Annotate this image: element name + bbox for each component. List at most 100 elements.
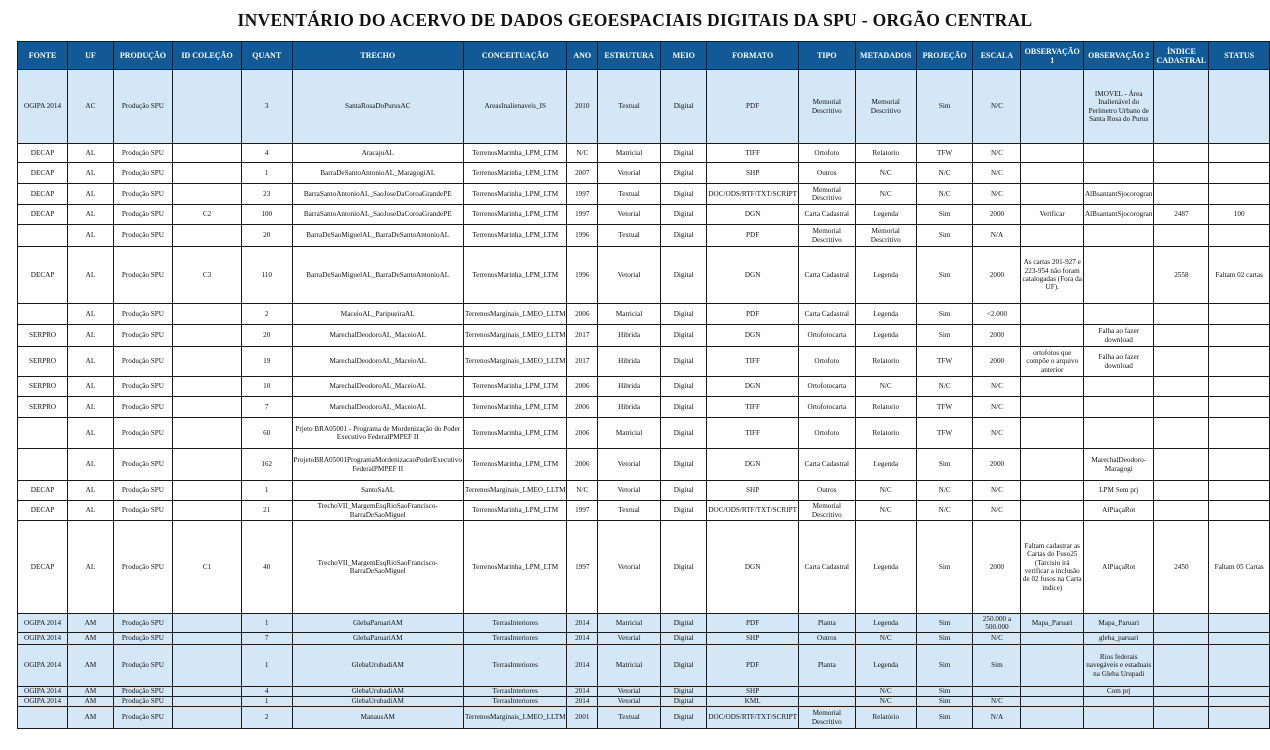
cell--ndice-cadastral: 2487 bbox=[1153, 204, 1210, 225]
cell-id-cole-o bbox=[172, 696, 242, 707]
cell-metadados: Legenda bbox=[854, 644, 917, 687]
cell-observa-o-1: Faltam cadastrar as Cartas do Fuso25 (Ta… bbox=[1020, 520, 1084, 614]
column-header: QUANT bbox=[240, 41, 293, 70]
cell-observa-o-2 bbox=[1082, 303, 1155, 325]
cell-id-cole-o: C2 bbox=[172, 204, 242, 225]
cell-quant: 23 bbox=[240, 183, 293, 205]
cell--ndice-cadastral bbox=[1153, 183, 1210, 205]
cell-meio: Digital bbox=[660, 162, 708, 184]
cell-fonte: OGIPA 2014 bbox=[16, 613, 69, 633]
cell-observa-o-2: MarechalDeodoro-Maragogi bbox=[1082, 448, 1155, 481]
cell-metadados: Relatorio bbox=[854, 346, 917, 377]
cell-formato: DGN bbox=[706, 204, 799, 225]
cell-conceitua-o: TerrenosMarinha_LPM_LTM bbox=[462, 246, 568, 304]
cell-conceitua-o: TerrenosMarinha_LPM_LTM bbox=[462, 448, 568, 481]
cell-ano: 2014 bbox=[566, 632, 599, 645]
table-row: SERPRO AL Produção SPU 19 MarechalDeodoroAL_… bbox=[16, 346, 1270, 377]
cell-observa-o-1: Mapa_Paruari bbox=[1020, 613, 1084, 633]
cell--ndice-cadastral bbox=[1153, 376, 1210, 397]
cell-status bbox=[1208, 696, 1270, 707]
cell-tipo: Carta Cadastral bbox=[797, 204, 856, 225]
cell-meio: Digital bbox=[660, 303, 708, 325]
cell-escala: 2000 bbox=[972, 204, 1022, 225]
cell-status bbox=[1208, 143, 1270, 163]
cell-fonte: DECAP bbox=[16, 204, 69, 225]
cell-quant: 4 bbox=[240, 686, 293, 697]
cell-tipo: Ortofoto bbox=[797, 417, 856, 449]
cell-produ-o: Produção SPU bbox=[112, 303, 174, 325]
cell-tipo: Memorial Descritivo bbox=[797, 706, 856, 729]
cell-formato: TIFF bbox=[706, 417, 799, 449]
cell-trecho: BarraDeSaoMiguelAL_BarraDeSantoAntonioAL bbox=[291, 246, 464, 304]
cell-observa-o-1 bbox=[1020, 500, 1084, 521]
cell-metadados: Legenda bbox=[854, 303, 917, 325]
cell-observa-o-1 bbox=[1020, 224, 1084, 247]
cell-quant: 1 bbox=[240, 162, 293, 184]
header-row: FONTE UF PRODUÇÃO ID COLEÇÃO QUANT TRECHO CONC… bbox=[16, 41, 1270, 70]
cell-status bbox=[1208, 376, 1270, 397]
cell-conceitua-o: TerrasInteriores bbox=[462, 696, 568, 707]
cell-observa-o-2 bbox=[1082, 696, 1155, 707]
cell-conceitua-o: TerrenosMarinha_LPM_LTM bbox=[462, 500, 568, 521]
cell-estrutura: Matricial bbox=[597, 417, 662, 449]
cell-ano: 1996 bbox=[566, 224, 599, 247]
cell-tipo: Carta Cadastral bbox=[797, 303, 856, 325]
table-row: OGIPA 2014 AM Produção SPU 1 GlebaUrubadiAM T… bbox=[16, 644, 1270, 687]
cell-quant: 100 bbox=[240, 204, 293, 225]
cell-ano: 2017 bbox=[566, 324, 599, 347]
cell-escala: N/C bbox=[972, 696, 1022, 707]
cell-observa-o-2: Rios federais navegáveis e estaduais na … bbox=[1082, 644, 1155, 687]
cell-fonte: DECAP bbox=[16, 162, 69, 184]
column-header: PROJEÇÃO bbox=[915, 41, 974, 70]
cell-proje-o: TFW bbox=[915, 417, 974, 449]
cell-tipo: Ortofotocarta bbox=[797, 396, 856, 418]
cell-meio: Digital bbox=[660, 448, 708, 481]
cell--ndice-cadastral bbox=[1153, 644, 1210, 687]
cell-proje-o: N/C bbox=[915, 162, 974, 184]
cell-proje-o: N/C bbox=[915, 500, 974, 521]
column-header: UF bbox=[67, 41, 114, 70]
cell-observa-o-1: Verificar bbox=[1020, 204, 1084, 225]
cell-estrutura: Matricial bbox=[597, 644, 662, 687]
cell-proje-o: Sim bbox=[915, 706, 974, 729]
cell-escala: N/C bbox=[972, 396, 1022, 418]
cell-proje-o: Sim bbox=[915, 696, 974, 707]
cell-trecho: BarraSantoAntonioAL_SaoJoseDaCoroaGrande… bbox=[291, 204, 464, 225]
cell-escala bbox=[972, 686, 1022, 697]
cell-observa-o-1 bbox=[1020, 480, 1084, 501]
cell-uf: AL bbox=[67, 204, 114, 225]
cell-conceitua-o: TerrasInteriores bbox=[462, 644, 568, 687]
cell-conceitua-o: TerrenosMarginais_LMEO_LLTM bbox=[462, 303, 568, 325]
cell-produ-o: Produção SPU bbox=[112, 706, 174, 729]
cell-formato: DGN bbox=[706, 448, 799, 481]
cell-quant: 4 bbox=[240, 143, 293, 163]
cell-quant: 19 bbox=[240, 346, 293, 377]
cell-id-cole-o bbox=[172, 143, 242, 163]
cell-formato: DOC/ODS/RTF/TXT/SCRIPT bbox=[706, 183, 799, 205]
cell-estrutura: Matricial bbox=[597, 303, 662, 325]
cell-quant: 110 bbox=[240, 246, 293, 304]
cell-escala: 250.000 a 500.000 bbox=[972, 613, 1022, 633]
cell-fonte: OGIPA 2014 bbox=[16, 69, 69, 144]
cell-ano: 2006 bbox=[566, 396, 599, 418]
cell-estrutura: Textual bbox=[597, 183, 662, 205]
cell-trecho: AracajuAL bbox=[291, 143, 464, 163]
cell-produ-o: Produção SPU bbox=[112, 162, 174, 184]
cell--ndice-cadastral bbox=[1153, 69, 1210, 144]
cell-proje-o: Sim bbox=[915, 324, 974, 347]
cell-uf: AL bbox=[67, 324, 114, 347]
cell-observa-o-1 bbox=[1020, 696, 1084, 707]
cell-metadados: Relatorio bbox=[854, 396, 917, 418]
cell-status bbox=[1208, 324, 1270, 347]
cell-produ-o: Produção SPU bbox=[112, 686, 174, 697]
cell-id-cole-o: C1 bbox=[172, 520, 242, 614]
column-header: ESCALA bbox=[972, 41, 1022, 70]
column-header: ESTRUTURA bbox=[597, 41, 662, 70]
cell--ndice-cadastral bbox=[1153, 448, 1210, 481]
cell-trecho: MarechalDeodoroAL_MaceioAL bbox=[291, 376, 464, 397]
cell-conceitua-o: TerrasInteriores bbox=[462, 686, 568, 697]
cell--ndice-cadastral bbox=[1153, 417, 1210, 449]
cell-status bbox=[1208, 417, 1270, 449]
cell-produ-o: Produção SPU bbox=[112, 324, 174, 347]
cell-metadados: Legenda bbox=[854, 204, 917, 225]
